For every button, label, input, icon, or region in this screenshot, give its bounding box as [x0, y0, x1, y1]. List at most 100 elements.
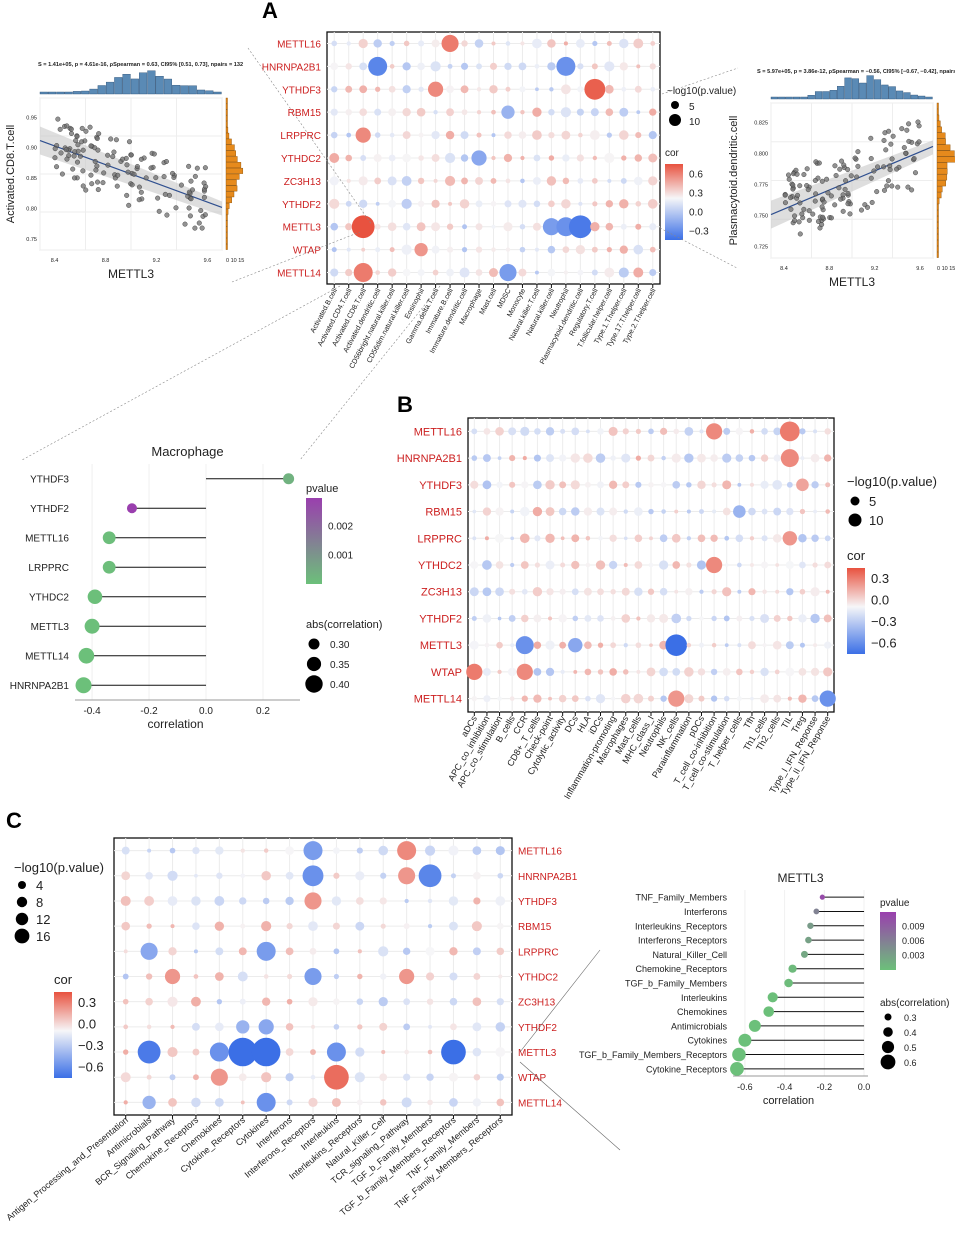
- scatter-point: [901, 145, 907, 151]
- scatter-point: [881, 187, 887, 193]
- dot-YTHDF3-Macrophage: [476, 87, 482, 92]
- scatter-point: [88, 143, 94, 149]
- dot-METTL16-APC_co_inhibition: [483, 427, 491, 435]
- dot-LRPPRC-T_cell_co-stimulation: [724, 535, 730, 541]
- dot-YTHDC2-Neutrophils: [658, 560, 669, 570]
- dot-METTL16-Neutrophils: [660, 427, 668, 435]
- lollipop-dot-METTL3: [84, 618, 100, 634]
- dot-YTHDC2-Regulatory.T.cell: [592, 155, 598, 161]
- dot-LRPPRC-Inflammation-promoting: [609, 534, 617, 542]
- dot-METTL14-Immature.dendritic.cell: [459, 267, 470, 278]
- dot-HNRNPA2B1-Mast.cell: [489, 62, 498, 70]
- dot-RBM15-Chemokine_Receptors: [192, 922, 200, 930]
- dot-WTAP-Cytokine_Receptors: [238, 1073, 247, 1082]
- dot-YTHDF3-Interleukins_Receptors: [355, 897, 364, 905]
- dot-METTL3-Cytolytic_activity: [559, 641, 567, 649]
- lollipop-dot-HNRNPA2B1: [75, 677, 92, 694]
- dot-YTHDF2-Inflammation-promoting: [610, 616, 616, 621]
- lollipop-dot-YTHDF2: [126, 503, 137, 514]
- dot-HNRNPA2B1-Regulatory.T.cell: [591, 63, 598, 70]
- pvalue-legend-tick: 0.003: [902, 951, 925, 961]
- dot-YTHDF2-Parainflammation: [686, 615, 692, 622]
- dot-YTHDF3-Interferons_Receptors: [304, 892, 322, 910]
- top-histogram-bar: [180, 85, 189, 95]
- scatter-point: [79, 125, 85, 131]
- dot-LRPPRC-Tfh: [749, 536, 755, 541]
- dot-LRPPRC-Macrophage: [476, 132, 482, 138]
- dot-METTL14-Immature.B.cell: [446, 268, 454, 277]
- dot-RBM15-iDCs: [596, 507, 605, 516]
- color-legend-tick: −0.6: [871, 635, 897, 650]
- dot-WTAP-MHC_class_I: [646, 667, 656, 677]
- scatter-point: [148, 165, 154, 171]
- side-histogram-bar: [225, 144, 235, 151]
- dot-YTHDF2-MDSC: [504, 200, 512, 208]
- scatter-point: [788, 195, 794, 201]
- dot-YTHDF3-Macrophages: [622, 481, 630, 489]
- dot-YTHDC2-Plasmacytoid.dendritic.cell: [576, 154, 584, 162]
- scatter-point: [186, 189, 192, 195]
- dot-METTL16-aDCs: [471, 428, 478, 435]
- dot-YTHDC2-TCR_signaling_Pathway: [399, 968, 415, 985]
- scatter-point: [52, 146, 58, 152]
- side-histogram-bar: [225, 109, 228, 116]
- dot-RBM15-TNF_Family_Members: [471, 921, 482, 932]
- scatter-point: [790, 182, 796, 188]
- dot-YTHDC2-MDSC: [503, 153, 513, 163]
- dot-YTHDF3-TGF_b_Family_Members: [427, 898, 433, 904]
- dot-METTL3-Type_I_IFN_Reponse: [813, 643, 818, 648]
- dot-YTHDF3-Eosinophil: [418, 86, 424, 92]
- dot-YTHDF3-Inflammation-promoting: [608, 480, 618, 489]
- dot-RBM15-CCR: [520, 506, 530, 517]
- x-tick-label: 8.4: [780, 266, 788, 272]
- top-histogram-bar: [873, 79, 882, 100]
- side-histogram-bar: [225, 132, 230, 139]
- plot-area: [75, 464, 300, 700]
- dot-METTL3-MDSC: [503, 222, 513, 232]
- color-legend-tick: 0.0: [871, 592, 889, 607]
- dot-WTAP-Interleukins_Receptors: [354, 1072, 365, 1083]
- gene-label: HNRNPA2B1: [262, 62, 322, 73]
- scatter-point: [115, 172, 121, 178]
- dot-YTHDC2-Inflammation-promoting: [608, 560, 618, 570]
- dot-METTL14-MDSC: [499, 263, 517, 282]
- top-histogram-bar: [163, 78, 172, 95]
- dot-RBM15-Activated.CD8.T.cell: [359, 108, 368, 117]
- scatter-point: [875, 164, 881, 170]
- color-legend-bar: [54, 992, 72, 1078]
- x-tick-label: -0.2: [140, 706, 158, 717]
- scatter-point: [71, 175, 77, 181]
- scatter-point: [111, 149, 117, 155]
- top-histogram-bar: [105, 81, 115, 95]
- side-histogram-bar: [936, 227, 939, 234]
- dot-YTHDC2-Antigen_Processing_and_Presentation: [122, 973, 129, 980]
- scatter-point: [87, 124, 93, 130]
- top-histogram-bar: [147, 70, 156, 95]
- dot-ZC3H13-Type_II_IFN_Reponse: [825, 589, 830, 594]
- dot-YTHDC2-Type.2.T.helper.cell: [648, 153, 658, 163]
- dot-LRPPRC-DCs: [571, 534, 580, 543]
- scatter-point: [819, 222, 825, 228]
- dot-YTHDC2-Chemokine_Receptors: [193, 974, 199, 979]
- dot-METTL3-Type.2.T.helper.cell: [649, 223, 657, 231]
- dot-ZC3H13-Activated.CD8.T.cell: [358, 176, 368, 186]
- dot-YTHDF2-TCR_signaling_Pathway: [403, 1023, 411, 1031]
- scatter-point: [832, 163, 838, 169]
- lollipop-dot-YTHDF3: [283, 473, 295, 485]
- dot-LRPPRC-Plasmacytoid.dendritic.cell: [578, 132, 583, 138]
- dot-YTHDC2-Cytolytic_activity: [560, 562, 566, 568]
- dot-ZC3H13-Neutrophil: [562, 177, 570, 185]
- scatter-point: [796, 219, 802, 225]
- gene-label: LRPPRC: [280, 131, 321, 142]
- top-histogram-bar: [918, 95, 926, 100]
- scatter-point: [95, 147, 101, 153]
- size-legend-value: 10: [689, 117, 701, 128]
- dot-HNRNPA2B1-Interferons: [285, 871, 294, 880]
- gene-label: YTHDF3: [518, 897, 557, 908]
- dot-WTAP-Tfh: [749, 669, 755, 675]
- dot-YTHDF3-NK_cells: [672, 480, 681, 489]
- dot-YTHDC2-APC_co_stimulation: [495, 561, 504, 569]
- dot-METTL14-Macrophages: [621, 693, 631, 704]
- dot-LRPPRC-Type.1.T.helper.cell: [619, 130, 629, 140]
- dot-METTL14-Activated.CD8.T.cell: [353, 263, 373, 283]
